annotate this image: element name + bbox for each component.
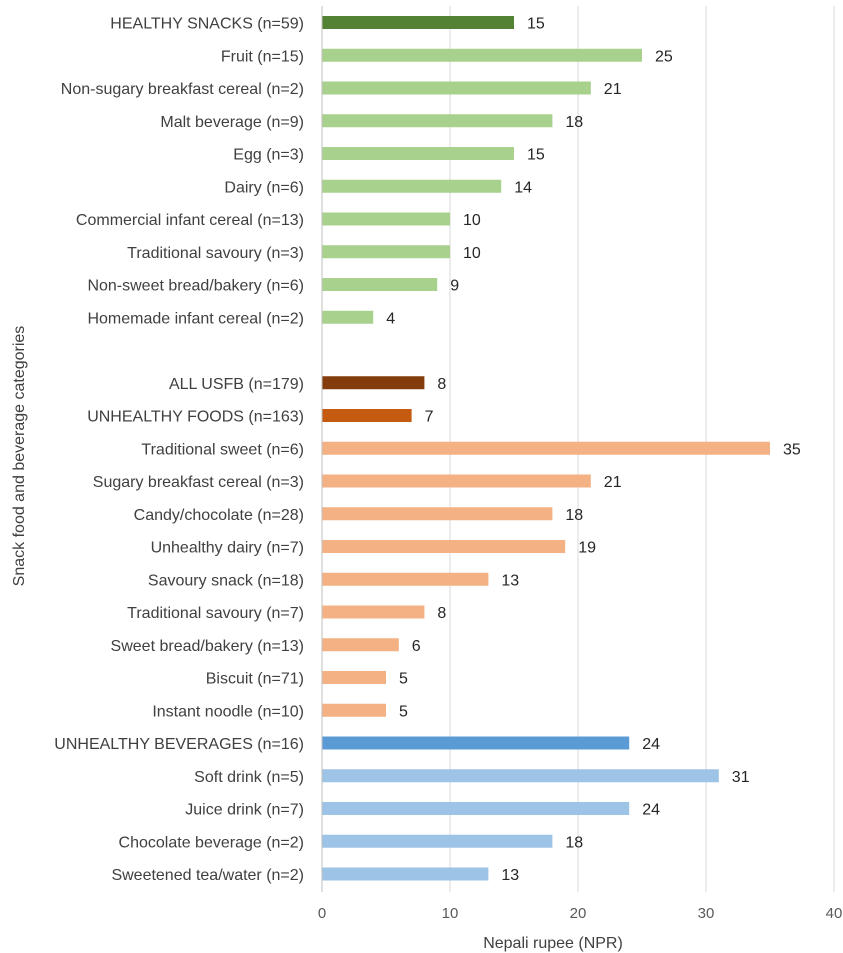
x-tick-label: 30 bbox=[698, 905, 715, 922]
category-label: Instant noodle (n=10) bbox=[152, 703, 304, 720]
bar bbox=[322, 769, 719, 783]
data-label: 18 bbox=[565, 834, 583, 851]
category-label: Non-sweet bread/bakery (n=6) bbox=[87, 278, 304, 295]
data-label: 6 bbox=[412, 638, 421, 655]
data-label: 7 bbox=[425, 409, 434, 426]
data-label: 18 bbox=[565, 114, 583, 131]
category-label: Biscuit (n=71) bbox=[206, 671, 304, 688]
bar bbox=[322, 736, 630, 750]
category-label: Egg (n=3) bbox=[233, 147, 304, 164]
data-label: 19 bbox=[578, 540, 596, 557]
data-label: 9 bbox=[450, 278, 459, 295]
x-tick-label: 40 bbox=[826, 905, 843, 922]
category-label: UNHEALTHY FOODS (n=163) bbox=[87, 409, 304, 426]
bar bbox=[322, 245, 450, 259]
data-label: 35 bbox=[783, 441, 801, 458]
data-label: 24 bbox=[642, 802, 660, 819]
data-label: 10 bbox=[463, 245, 481, 262]
bar bbox=[322, 867, 489, 881]
data-label: 5 bbox=[399, 671, 408, 688]
value-labels: 1525211815141010948735211819138655243124… bbox=[386, 16, 801, 885]
bar bbox=[322, 474, 591, 488]
bar bbox=[322, 147, 514, 160]
category-label: Dairy (n=6) bbox=[224, 179, 304, 196]
category-label: Sugary breakfast cereal (n=3) bbox=[93, 474, 304, 491]
data-label: 21 bbox=[604, 81, 622, 98]
data-label: 21 bbox=[604, 474, 622, 491]
category-labels: HEALTHY SNACKS (n=59) Fruit (n=15) Non-sug… bbox=[54, 16, 304, 885]
category-label: Homemade infant cereal (n=2) bbox=[87, 310, 304, 327]
data-label: 10 bbox=[463, 212, 481, 229]
category-label: Soft drink (n=5) bbox=[194, 769, 304, 786]
x-axis-title: Nepali rupee (NPR) bbox=[483, 935, 623, 952]
bar bbox=[322, 114, 553, 128]
category-label: Sweetened tea/water (n=2) bbox=[111, 867, 304, 884]
bar bbox=[322, 802, 630, 815]
bar bbox=[322, 441, 770, 455]
y-axis-title: Snack food and beverage categories bbox=[11, 326, 28, 587]
data-label: 15 bbox=[527, 147, 545, 164]
bar bbox=[322, 376, 425, 390]
data-label: 8 bbox=[437, 376, 446, 393]
x-tick-label: 10 bbox=[442, 905, 459, 922]
bar bbox=[322, 179, 502, 193]
category-label: Juice drink (n=7) bbox=[185, 802, 304, 819]
bar bbox=[322, 81, 591, 95]
bar bbox=[322, 605, 425, 619]
data-label: 13 bbox=[501, 867, 519, 884]
bar bbox=[322, 834, 553, 848]
bar bbox=[322, 310, 374, 324]
category-label: ALL USFB (n=179) bbox=[169, 376, 304, 393]
data-label: 4 bbox=[386, 310, 395, 327]
bar bbox=[322, 507, 553, 521]
category-label: Non-sugary breakfast cereal (n=2) bbox=[61, 81, 304, 98]
data-label: 18 bbox=[565, 507, 583, 524]
category-label: Traditional savoury (n=3) bbox=[127, 245, 304, 262]
bar bbox=[322, 703, 386, 717]
bar bbox=[322, 278, 438, 291]
category-label: Savoury snack (n=18) bbox=[148, 572, 304, 589]
data-label: 15 bbox=[527, 16, 545, 33]
data-label: 13 bbox=[501, 572, 519, 589]
data-label: 25 bbox=[655, 48, 673, 65]
bar bbox=[322, 540, 566, 553]
bar bbox=[322, 671, 386, 684]
bar bbox=[322, 16, 514, 29]
category-label: Candy/chocolate (n=28) bbox=[134, 507, 304, 524]
category-label: Malt beverage (n=9) bbox=[160, 114, 304, 131]
x-tick-label: 20 bbox=[570, 905, 587, 922]
data-label: 31 bbox=[732, 769, 750, 786]
category-label: UNHEALTHY BEVERAGES (n=16) bbox=[54, 736, 304, 753]
data-label: 5 bbox=[399, 703, 408, 720]
category-label: Traditional savoury (n=7) bbox=[127, 605, 304, 622]
bar bbox=[322, 212, 450, 226]
bar bbox=[322, 572, 489, 586]
data-label: 14 bbox=[514, 179, 532, 196]
category-label: Commercial infant cereal (n=13) bbox=[76, 212, 304, 229]
bar bbox=[322, 638, 399, 652]
category-label: HEALTHY SNACKS (n=59) bbox=[110, 16, 304, 33]
bars-group bbox=[322, 16, 770, 881]
category-label: Sweet bread/bakery (n=13) bbox=[111, 638, 304, 655]
x-tick-label: 0 bbox=[318, 905, 326, 922]
data-label: 8 bbox=[437, 605, 446, 622]
data-label: 24 bbox=[642, 736, 660, 753]
category-label: Unhealthy dairy (n=7) bbox=[151, 540, 304, 557]
bar bbox=[322, 48, 642, 62]
x-tick-labels: 0 10 20 30 40 bbox=[318, 905, 843, 922]
category-label: Fruit (n=15) bbox=[221, 48, 304, 65]
category-label: Traditional sweet (n=6) bbox=[141, 441, 304, 458]
category-label: Chocolate beverage (n=2) bbox=[119, 834, 304, 851]
bar bbox=[322, 409, 412, 422]
